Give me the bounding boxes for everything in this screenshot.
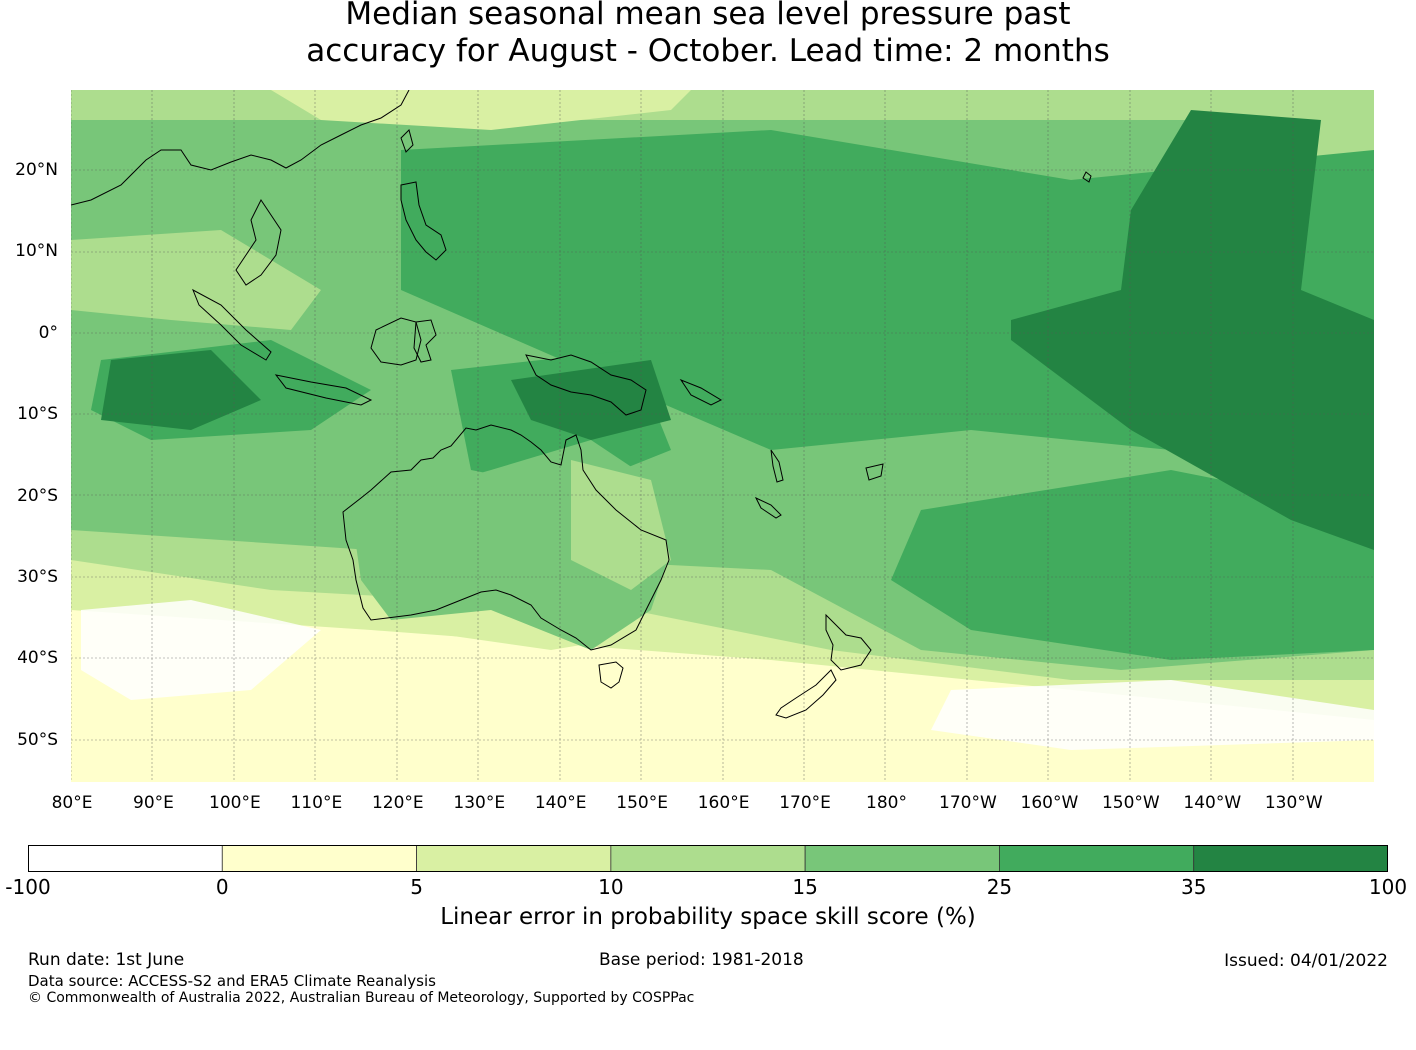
colorbar-label: Linear error in probability space skill … (440, 904, 976, 930)
lon-label: 130°E (453, 793, 506, 813)
coast-borneo (370, 317, 422, 366)
lon-label: 180° (866, 793, 907, 813)
coast-hawaii (1082, 171, 1092, 183)
coast-new-zealand-north (825, 613, 872, 671)
coast-tasmania (598, 661, 624, 689)
coast-australia (342, 424, 670, 651)
coast-new-zealand-south (775, 669, 837, 719)
colorbar-segment (610, 845, 806, 872)
colorbar-segment (804, 845, 1000, 872)
colorbar (28, 845, 1388, 872)
lon-label: 160°E (697, 793, 750, 813)
lon-label: 90°E (133, 793, 174, 813)
lon-label: 150°W (1101, 793, 1160, 813)
lon-label: 100°E (209, 793, 261, 813)
lon-label: 160°W (1020, 793, 1079, 813)
field-white-patch-w (81, 600, 321, 700)
colorbar-tick-label: -100 (5, 875, 51, 899)
lon-label: 110°E (290, 793, 343, 813)
coast-new-caledonia (754, 496, 782, 519)
coast-fiji (865, 463, 884, 481)
colorbar-tick-label: 25 (986, 875, 1013, 899)
field-indian-core (101, 350, 261, 430)
colorbar-outline (28, 845, 1388, 872)
coast-solomons (679, 378, 723, 406)
colorbar-tick-label: 15 (792, 875, 818, 899)
field-aus-east-pale (571, 460, 671, 590)
base-period: Base period: 1981-2018 (599, 950, 804, 970)
lat-label: 0° (38, 322, 58, 343)
coastlines (71, 90, 1092, 719)
coast-indochina (235, 199, 282, 286)
coast-vanuatu (770, 449, 784, 483)
lat-label: 10°N (15, 241, 58, 262)
field-north-light (71, 90, 1374, 120)
colorbar-tick-label: 35 (1180, 875, 1207, 899)
colorbar-segment (999, 845, 1195, 872)
colorbar-segment (28, 845, 223, 872)
field-white-patch-e (931, 680, 1374, 750)
copyright: © Commonwealth of Australia 2022, Austra… (28, 990, 695, 1006)
lon-label: 80°E (51, 793, 93, 813)
colorbar-tick-label: 5 (410, 875, 423, 899)
skill-score-map (71, 90, 1374, 782)
lat-label: 20°S (17, 485, 58, 506)
lon-label: 140°W (1183, 793, 1242, 813)
coast-new-guinea (525, 354, 647, 416)
field-nw-pale (71, 230, 321, 330)
colorbar-segment (1193, 845, 1388, 872)
graticule (71, 90, 1374, 782)
colorbar-segment (416, 845, 612, 872)
colorbar-tick-label: 100 (1368, 875, 1408, 899)
coast-java (274, 374, 373, 406)
field-south-pacific-warm (891, 470, 1374, 660)
lat-label: 30°S (17, 567, 58, 587)
lon-label: 170°E (779, 793, 831, 813)
colorbar-tick-label: 0 (215, 875, 229, 899)
coast-philippines (400, 181, 447, 261)
run-date: Run date: 1st June (28, 950, 185, 970)
lat-label: 10°S (17, 404, 58, 425)
lat-label: 20°N (15, 160, 58, 180)
field-east-pacific-core (1011, 110, 1374, 550)
coast-sulawesi (413, 319, 437, 363)
coast-sumatra (192, 288, 272, 361)
colorbar-segment (221, 845, 417, 872)
map-title-line1: Median seasonal mean sea level pressure … (345, 0, 1071, 32)
lon-label: 140°E (534, 793, 587, 813)
lat-label: 40°S (17, 648, 58, 669)
coast-mainland-asia (71, 90, 410, 206)
lon-label: 170°W (939, 793, 997, 813)
map-title-line2: accuracy for August - October. Lead time… (306, 33, 1110, 69)
issued-date: Issued: 04/01/2022 (1224, 951, 1388, 971)
colorbar-tick-label: 10 (598, 875, 624, 899)
lon-label: 130°W (1264, 793, 1323, 813)
lon-label: 120°E (371, 793, 424, 813)
data-source: Data source: ACCESS-S2 and ERA5 Climate … (28, 972, 436, 990)
coast-taiwan (400, 129, 414, 153)
lat-label: 50°S (17, 729, 58, 750)
lon-label: 150°E (616, 793, 668, 813)
